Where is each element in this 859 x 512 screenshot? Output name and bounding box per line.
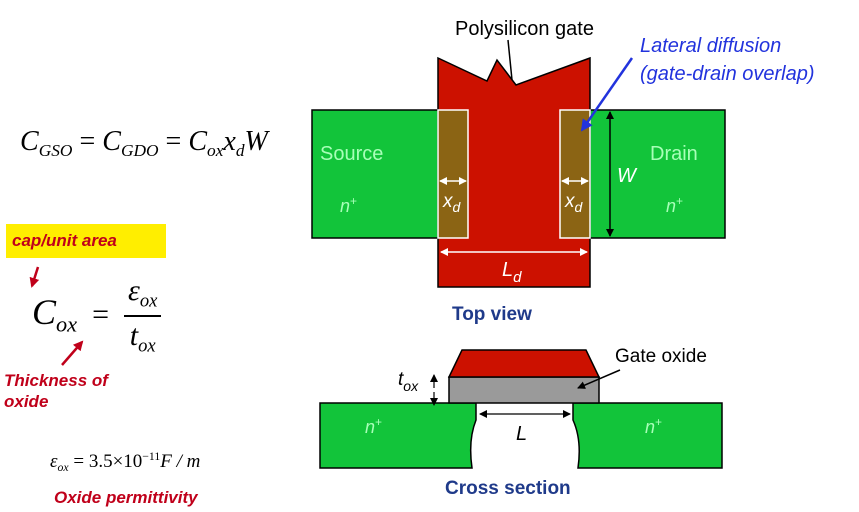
polysilicon-gate: [437, 56, 591, 288]
top-view-caption: Top view: [452, 304, 532, 325]
source-n-plus: n+: [340, 194, 357, 216]
drain-region: [576, 109, 726, 239]
xd-drain-label: xd: [564, 191, 584, 215]
cross-section-gate: [447, 349, 601, 378]
cox-subscript: ox: [207, 141, 224, 161]
tox-subscript: ox: [138, 335, 156, 356]
drain-n-plus: n+: [666, 194, 683, 216]
eps-subscript: ox: [139, 290, 158, 312]
xd-subscript: d: [235, 141, 245, 161]
w-symbol: W: [244, 126, 268, 157]
xd-source-label: xd: [442, 191, 462, 215]
thickness-of-oxide-label: Thickness of oxide: [4, 371, 108, 411]
drain-overlap: [559, 109, 591, 239]
tox-symbol: t: [129, 318, 139, 352]
equals-sign: =: [79, 126, 96, 157]
cap-unit-area-label: cap/unit area: [6, 224, 166, 258]
equals-sign: =: [92, 297, 109, 331]
tox-label: tox: [398, 369, 419, 394]
cap-arrow: [29, 266, 40, 288]
gate-oxide-label: Gate oxide: [615, 346, 707, 367]
drain-label: Drain: [650, 143, 698, 165]
ld-label: Ld: [502, 259, 522, 286]
cgdo-symbol: C: [102, 126, 121, 157]
w-label: W: [617, 165, 638, 187]
cox-c-subscript: ox: [56, 311, 78, 337]
cgso-symbol: C: [20, 126, 39, 157]
gate-oxide: [448, 376, 600, 404]
source-diffusion: [319, 402, 477, 469]
polysilicon-gate-pointer: [507, 39, 513, 81]
cgso-subscript: GSO: [38, 141, 73, 161]
equals-sign: =: [165, 126, 182, 157]
oxide-permittivity-label: Oxide permittivity: [54, 488, 198, 507]
cross-section-caption: Cross section: [445, 478, 571, 499]
gate-drain-overlap-label: (gate-drain overlap): [640, 63, 815, 85]
cox-fraction: εox tox: [124, 274, 162, 357]
source-overlap: [437, 109, 469, 239]
xd-symbol: x: [223, 126, 236, 157]
drain-diffusion: [572, 402, 723, 469]
lateral-diffusion-arrow: [580, 57, 634, 132]
cgso-equation: CGSO = CGDO = CoxxdW: [20, 126, 268, 161]
cs-source-n-plus: n+: [365, 415, 382, 437]
cgdo-subscript: GDO: [120, 141, 159, 161]
cs-drain-n-plus: n+: [645, 415, 662, 437]
thickness-arrow: [61, 340, 84, 366]
cox-equation: Cox = εox tox: [32, 274, 162, 357]
eps-ox-equation: εox = 3.5×10−11F / m: [50, 450, 201, 475]
cox-c-symbol: C: [32, 291, 57, 332]
source-region: [311, 109, 453, 239]
lateral-diffusion-label: Lateral diffusion: [640, 35, 781, 57]
cox-symbol: C: [188, 126, 208, 157]
eps-symbol: ε: [128, 274, 140, 307]
source-label: Source: [320, 143, 383, 165]
polysilicon-gate-label: Polysilicon gate: [455, 18, 594, 40]
channel-l-label: L: [516, 423, 527, 445]
